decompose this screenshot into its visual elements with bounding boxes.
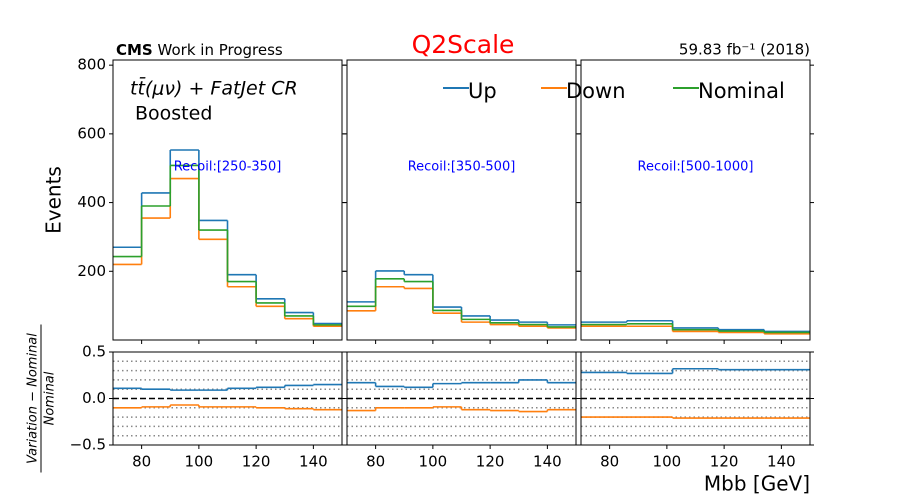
x-tick-label: 140 [533,453,562,471]
x-tick-label: 100 [419,453,448,471]
panel-label: Recoil:[250-350] [174,160,282,175]
y-tick-label: 0.0 [82,389,106,407]
y-tick-label: 0.5 [82,343,106,361]
chart-title: Q2Scale [412,30,515,59]
y-tick-label: 600 [77,124,106,142]
x-tick-label: 100 [185,453,214,471]
panel-label: Recoil:[350-500] [408,160,516,175]
y-axis-label: Events [42,166,66,234]
axes-frame [580,59,811,341]
x-tick-label: 120 [476,453,505,471]
x-tick-label: 120 [242,453,271,471]
x-tick-label: 80 [132,453,151,471]
legend-label: Nominal [698,79,785,103]
header-text: CMS Work in Progress [116,41,283,59]
axes-frame [346,59,577,341]
x-axis-label: Mbb [GeV] [704,472,810,496]
y-tick-label: 200 [77,262,106,280]
region-sub: Boosted [135,103,212,125]
y-axis-label-numerator: Variation − Nominal [26,333,41,464]
legend-label: Down [566,79,626,103]
x-tick-label: 100 [653,453,682,471]
y-axis-label-denominator: Nominal [43,371,58,425]
status: Work in Progress [158,41,283,59]
lumi: 59.83 fb⁻¹ (2018) [679,41,810,59]
y-tick-label: 800 [77,56,106,74]
x-tick-label: 80 [600,453,619,471]
legend-label: Up [468,79,497,103]
region: tt̄(μν) + FatJet CR [130,75,298,99]
x-tick-label: 80 [366,453,385,471]
y-tick-label: 400 [77,193,106,211]
panel-label: Recoil:[500-1000] [638,160,754,175]
axes-frame [112,59,343,341]
experiment: CMS [116,41,153,59]
x-tick-label: 120 [710,453,739,471]
x-tick-label: 140 [767,453,796,471]
x-tick-label: 140 [299,453,328,471]
y-tick-label: −0.5 [70,436,106,454]
